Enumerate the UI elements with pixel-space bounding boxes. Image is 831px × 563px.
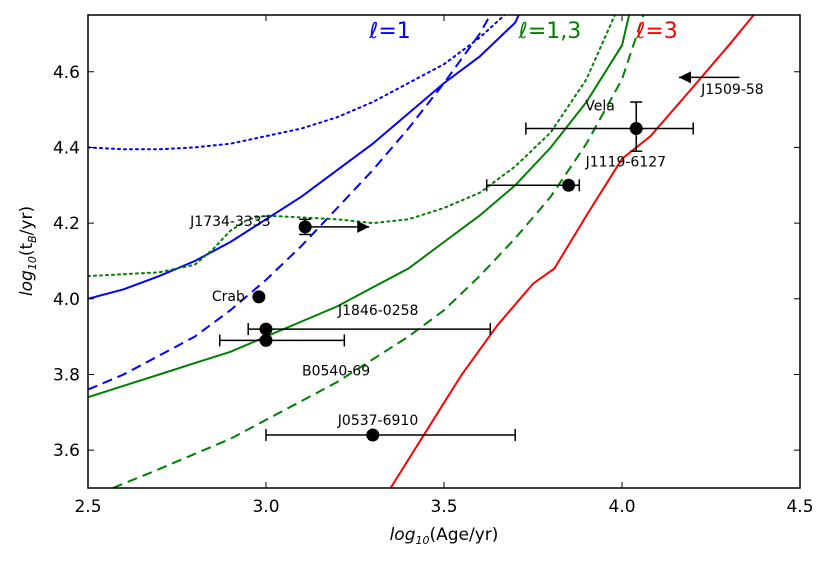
curves-group [88,15,755,488]
series-label-2: ℓ=3 [635,19,678,44]
j1734-3333-label: J1734-3333 [189,214,270,230]
b0540-69-point [259,333,273,347]
j1509-58-label: J1509-58 [700,82,764,98]
crab-point [252,290,266,304]
vela-label: Vela [585,99,615,115]
series-line-0 [88,15,520,300]
j1846-0258-point [259,322,273,336]
series-line-1 [88,15,492,391]
series-label-1: ℓ=1,3 [518,19,582,44]
j1734-3333-arrow-head [357,220,370,233]
y-tick-label: 4.2 [53,214,80,234]
series-line-4 [112,15,645,488]
points-group: Crab J1734-3333 J1846-0258 B0540-69 J0537-69… [189,71,764,442]
x-tick-label: 4.5 [786,497,813,517]
j0537-6910-label: J0537-6910 [337,413,418,429]
j1509-58-arrow-head [678,71,691,84]
j0537-6910-point [366,428,380,442]
series-line-6 [389,15,755,488]
x-tick-label: 3.0 [252,497,279,517]
b0540-69-label: B0540-69 [302,363,370,379]
j1734-3333-point [298,220,312,234]
series-label-0: ℓ=1 [368,19,411,44]
y-tick-label: 3.6 [53,441,80,461]
y-tick-label: 4.4 [53,138,80,158]
x-axis-label: log10(Age/yr) [390,525,499,547]
crab-label: Crab [212,289,245,305]
j1119-6127-point [562,178,576,192]
ticks-group: 2.5 3.0 3.5 4.0 4.5 3.6 3.8 4.0 4.2 4.4 4.6 [53,15,814,517]
y-tick-label: 4.6 [53,63,80,83]
series-line-5 [88,15,616,278]
x-tick-label: 4.0 [608,497,635,517]
series-line-3 [88,15,631,399]
j1119-6127-label: J1119-6127 [585,154,666,170]
x-tick-label: 3.5 [430,497,457,517]
y-tick-label: 4.0 [53,290,80,310]
series-line-2 [88,15,506,151]
y-tick-label: 3.8 [53,365,80,385]
series-labels-group: ℓ=1 ℓ=1,3 ℓ=3 [368,19,678,44]
j1846-0258-label: J1846-0258 [337,303,418,319]
vela-point [629,122,643,136]
x-tick-label: 2.5 [74,497,101,517]
y-axis-label: log10(tB/yr) [17,206,39,296]
